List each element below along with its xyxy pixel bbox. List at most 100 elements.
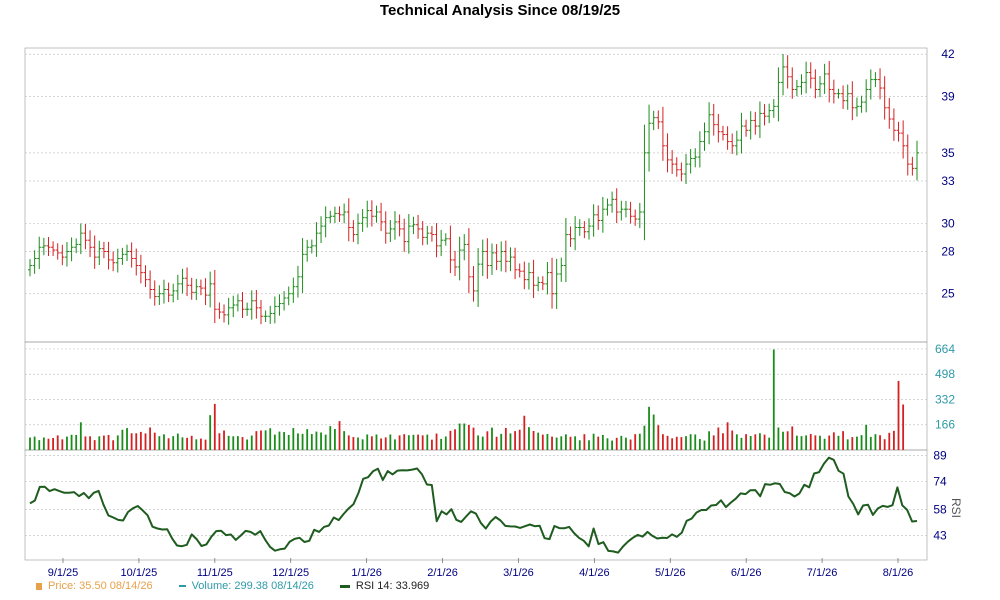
volume-bar xyxy=(61,439,64,450)
volume-bar xyxy=(126,428,128,450)
ohlc-bar xyxy=(346,198,351,242)
ohlc-bar xyxy=(684,154,689,185)
volume-bar xyxy=(491,427,493,450)
volume-bar xyxy=(338,421,341,450)
volume-bar xyxy=(112,440,115,450)
volume-bar xyxy=(523,415,526,450)
ohlc-bar xyxy=(55,243,60,260)
ohlc-bar xyxy=(360,209,365,232)
ohlc-bar xyxy=(106,241,111,270)
ohlc-bar xyxy=(910,156,915,176)
volume-bar xyxy=(70,434,73,450)
volume-bar xyxy=(89,436,91,450)
ohlc-bar xyxy=(526,262,531,290)
volume-bar xyxy=(869,436,872,450)
volume-bar xyxy=(107,434,110,450)
ohlc-bar xyxy=(688,149,693,174)
volume-bar xyxy=(398,435,401,450)
volume-bar xyxy=(167,438,170,450)
ohlc-bar xyxy=(873,72,878,88)
axis-labels: 25 28 30 33 35 39 42 166 332 498 664 43 58 74 89 9/1/25… xyxy=(48,47,956,579)
ohlc-bar xyxy=(647,104,652,172)
volume-bar xyxy=(662,434,664,450)
ohlc-bar xyxy=(628,201,633,224)
volume-bar xyxy=(467,424,470,450)
volume-bar xyxy=(283,432,285,450)
rsi-swatch-icon xyxy=(339,584,350,588)
volume-bar xyxy=(273,434,276,450)
ohlc-bar xyxy=(748,111,753,140)
volume-bar xyxy=(477,435,480,450)
volume-bar xyxy=(52,437,54,450)
ohlc-bar xyxy=(577,219,582,236)
ohlc-bar xyxy=(804,61,809,94)
volume-bar xyxy=(615,437,618,450)
volume-bar xyxy=(384,437,387,450)
volume-bar xyxy=(103,435,105,450)
volume-bar xyxy=(116,435,119,450)
volume-bar xyxy=(287,434,290,450)
volume-bar xyxy=(481,436,484,450)
price-swatch-icon xyxy=(36,582,42,590)
ohlc-bar xyxy=(305,239,310,262)
x-tick-label: 2/1/26 xyxy=(427,567,458,579)
ohlc-bar xyxy=(295,265,300,298)
ohlc-bar xyxy=(46,237,51,257)
volume-bar xyxy=(638,433,641,450)
volume-bar xyxy=(671,438,674,450)
volume-bar xyxy=(435,433,438,450)
price-panel-frame xyxy=(24,47,928,343)
ohlc-bar xyxy=(762,104,767,126)
ohlc-bar xyxy=(180,268,185,294)
volume-bar xyxy=(315,431,318,450)
ohlc-bar xyxy=(485,238,490,279)
x-tick-label: 6/1/26 xyxy=(731,567,762,579)
ohlc-bar xyxy=(356,213,361,245)
volume-bar xyxy=(144,433,147,450)
volume-bar xyxy=(846,439,849,450)
volume-bar xyxy=(93,440,96,450)
volume-bar xyxy=(708,431,711,450)
ohlc-bar xyxy=(226,297,231,325)
ohlc-bar xyxy=(143,265,148,288)
volume-bar xyxy=(795,435,798,450)
ohlc-bar xyxy=(679,162,684,182)
volume-bar xyxy=(675,436,678,450)
ohlc-bar xyxy=(134,248,139,276)
ohlc-bar xyxy=(138,254,143,284)
volume-bar xyxy=(66,436,68,450)
volume-tick-label: 332 xyxy=(935,392,955,406)
legend-price-label: Price: 35.50 08/14/26 xyxy=(48,580,153,592)
volume-bar xyxy=(791,426,794,450)
rsi-tick-label: 43 xyxy=(933,528,947,542)
volume-bar xyxy=(578,440,581,450)
rsi-axis-label: RSI xyxy=(949,498,963,518)
volume-bar xyxy=(532,430,535,450)
ohlc-bar xyxy=(878,68,883,100)
volume-bar xyxy=(431,439,433,450)
ohlc-bar xyxy=(97,240,102,265)
ohlc-bar xyxy=(323,206,328,238)
volume-bar xyxy=(856,436,858,450)
ohlc-bar xyxy=(245,302,250,316)
volume-bar xyxy=(375,434,378,450)
volume-bar xyxy=(209,415,212,450)
volume-bar xyxy=(759,433,761,450)
volume-bar xyxy=(352,437,355,450)
volume-bar xyxy=(551,436,553,450)
volume-bar xyxy=(149,427,152,450)
volume-bar xyxy=(84,436,87,450)
volume-bar xyxy=(264,430,267,450)
volume-bar xyxy=(389,434,392,450)
volume-bar xyxy=(893,430,895,450)
volume-bar xyxy=(698,439,701,450)
volume-bar xyxy=(879,435,881,450)
volume-bar xyxy=(902,404,905,450)
volume-bar xyxy=(680,437,683,450)
volume-bar xyxy=(278,431,281,450)
volume-bar xyxy=(874,434,877,450)
ohlc-bar xyxy=(591,204,596,237)
volume-bar xyxy=(712,435,715,450)
volume-bars xyxy=(29,349,905,450)
volume-bar xyxy=(805,435,808,450)
